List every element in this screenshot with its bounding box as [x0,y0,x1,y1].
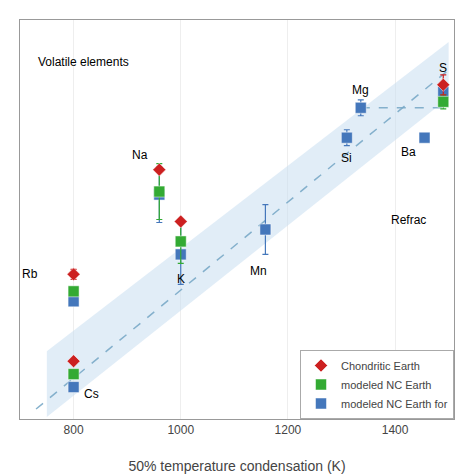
svg-text:Na: Na [132,148,148,162]
svg-text:K: K [177,272,185,286]
svg-text:50% temperature condensation (: 50% temperature condensation (K) [128,458,345,474]
svg-text:Chondritic Earth: Chondritic Earth [341,360,420,372]
svg-text:Si: Si [341,151,352,165]
svg-text:800: 800 [64,423,84,437]
svg-text:S: S [439,61,447,75]
svg-text:Cs: Cs [84,387,99,401]
svg-text:1000: 1000 [167,423,194,437]
svg-text:1200: 1200 [275,423,302,437]
svg-text:1400: 1400 [382,423,409,437]
svg-text:modeled NC Earth: modeled NC Earth [341,379,432,391]
svg-text:modeled NC Earth for: modeled NC Earth for [341,398,448,410]
svg-text:Rb: Rb [22,267,38,281]
svg-text:Refrac: Refrac [391,213,426,227]
svg-text:Mg: Mg [352,83,369,97]
svg-text:Ba: Ba [401,145,416,159]
svg-text:Volatile elements: Volatile elements [38,55,129,69]
svg-text:Mn: Mn [250,264,267,278]
